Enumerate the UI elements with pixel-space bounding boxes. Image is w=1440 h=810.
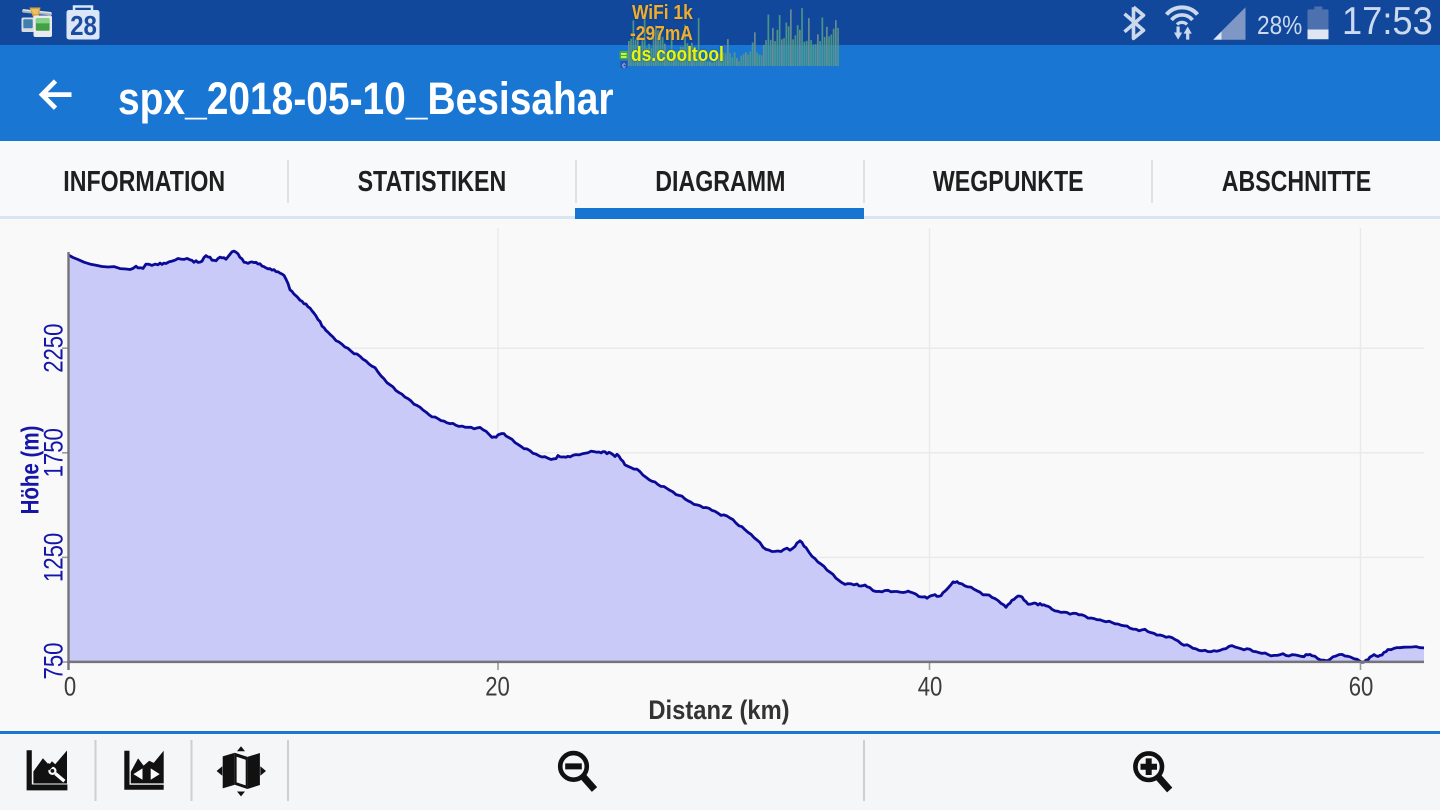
svg-text:0: 0 (64, 673, 76, 703)
svg-text:Distanz (km): Distanz (km) (648, 696, 789, 726)
svg-text:750: 750 (40, 643, 70, 680)
svg-text:2250: 2250 (40, 324, 70, 373)
svg-text:Höhe (m): Höhe (m) (16, 426, 44, 515)
svg-text:28: 28 (70, 9, 97, 41)
svg-text:c: c (622, 63, 626, 70)
svg-text:40: 40 (918, 673, 943, 703)
svg-text:1250: 1250 (40, 533, 70, 582)
svg-text:1750: 1750 (40, 428, 70, 477)
svg-text:20: 20 (485, 673, 510, 703)
svg-text:60: 60 (1349, 673, 1374, 703)
